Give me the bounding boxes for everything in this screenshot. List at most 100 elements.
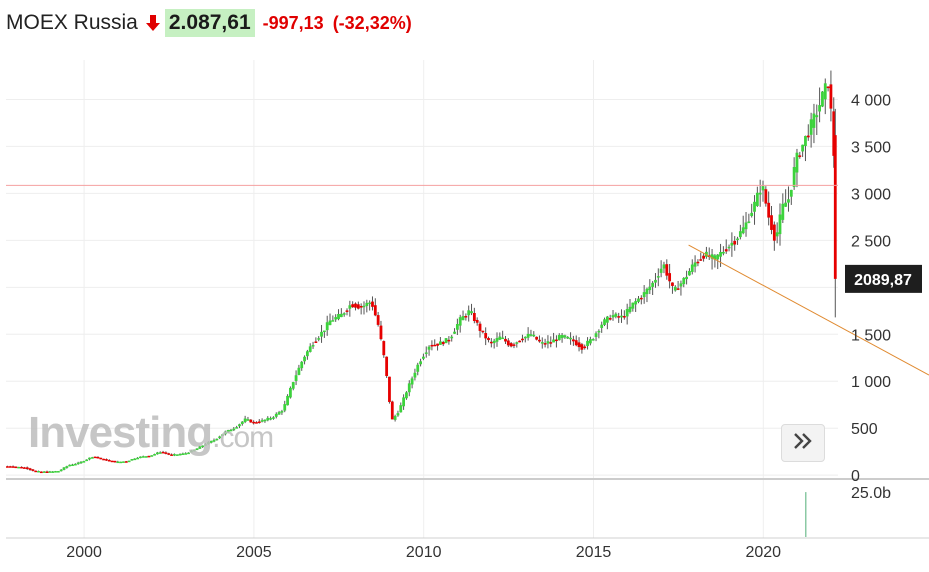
candle-body (484, 333, 488, 339)
candle-body (430, 344, 434, 347)
arrow-down-icon (145, 14, 161, 32)
candle-body (832, 111, 836, 156)
candle-body (509, 343, 513, 347)
candle-body (68, 464, 72, 467)
candle-body (685, 276, 688, 280)
candle-body (90, 457, 94, 459)
candle-body (781, 203, 785, 220)
y-tick-label: 4 000 (851, 92, 891, 109)
candle-body (252, 421, 256, 424)
candle-body (294, 375, 298, 381)
candle-body (297, 367, 301, 375)
candle-body (260, 420, 264, 422)
candle-body (402, 397, 406, 407)
candle-body (209, 440, 213, 443)
candle-body (608, 318, 612, 320)
candle-body (184, 453, 188, 455)
time-axis: 2000 2005 2010 2015 2020 (66, 544, 781, 561)
candle-body (348, 305, 352, 309)
candle-body (583, 346, 587, 349)
candle-body (371, 301, 374, 307)
price-axis: 0 500 1 000 1 500 2 500 3 000 3 500 4 000 (851, 92, 891, 485)
candle-body (373, 305, 377, 316)
candle-body (804, 135, 807, 147)
x-tick-label: 2015 (576, 544, 612, 561)
candle-body (642, 292, 646, 298)
candle-body (119, 461, 123, 464)
candle-body (441, 342, 445, 345)
candle-body (438, 341, 442, 345)
candle-body (139, 456, 142, 459)
candle-body (399, 405, 403, 413)
candle-body (767, 202, 771, 218)
candle-body (246, 419, 250, 421)
candle-body (20, 466, 23, 469)
candle-body (549, 342, 553, 344)
candle-body (359, 305, 363, 308)
candle-body (671, 282, 674, 286)
candle-body (761, 186, 765, 191)
candle-body (569, 337, 572, 340)
candle-body (150, 455, 154, 457)
candle-body (221, 434, 224, 437)
candle-body (512, 344, 516, 346)
candle-body (263, 419, 267, 422)
candle-body (433, 344, 437, 347)
candle-body (291, 382, 295, 389)
candle-body (51, 471, 55, 473)
candle-body (161, 451, 165, 454)
candle-body (368, 302, 372, 305)
candle-body (588, 339, 592, 344)
candle-body (206, 442, 210, 445)
candle-body (801, 144, 805, 152)
candle-body (823, 83, 827, 100)
price-change: -997,13 (262, 12, 324, 33)
candle-body (770, 215, 773, 230)
candle-body (450, 336, 454, 339)
candle-body (376, 315, 380, 325)
candle-body (235, 427, 239, 429)
last-price: 2.087,61 (164, 9, 255, 37)
candle-body (574, 340, 578, 346)
candle-body (806, 135, 810, 138)
y-tick-label: 1 500 (851, 327, 891, 344)
candle-body (461, 316, 465, 321)
scroll-to-latest-button[interactable] (781, 424, 825, 462)
volume-axis-label: 25.0b (851, 485, 891, 502)
candle-body (594, 333, 598, 337)
candle-body (750, 212, 754, 216)
chart-grid (6, 60, 838, 538)
candle-body (603, 319, 606, 325)
candle-body (272, 417, 275, 419)
candle-body (124, 461, 128, 463)
candle-body (481, 330, 485, 333)
candle-body (815, 115, 819, 118)
y-tick-label: 2 500 (851, 233, 891, 250)
candle-body (532, 334, 536, 337)
candle-body (489, 341, 493, 344)
candle-body (88, 457, 91, 460)
candle-body (784, 202, 788, 207)
candle-body (107, 460, 111, 462)
price-change-percent: (-32,32%) (332, 12, 412, 33)
candle-body (286, 395, 289, 406)
chart-header: MOEX Russia 2.087,61 -997,13 (-32,32%) (6, 8, 412, 38)
candle-body (85, 459, 89, 462)
candle-body (379, 325, 383, 340)
candle-body (322, 330, 326, 333)
current-price-label: 2089,87 (854, 272, 912, 289)
candle-body (181, 453, 185, 455)
candle-body (156, 452, 159, 455)
candle-body (243, 418, 247, 423)
candle-body (105, 459, 108, 461)
candle-body (521, 338, 524, 341)
candle-body (563, 335, 567, 338)
candle-body (775, 232, 779, 237)
double-chevron-right-icon (791, 431, 815, 456)
candle-body (795, 152, 799, 173)
candle-body (809, 119, 813, 135)
candle-body (586, 340, 589, 347)
candle-body (487, 338, 490, 341)
candle-body (257, 421, 261, 424)
